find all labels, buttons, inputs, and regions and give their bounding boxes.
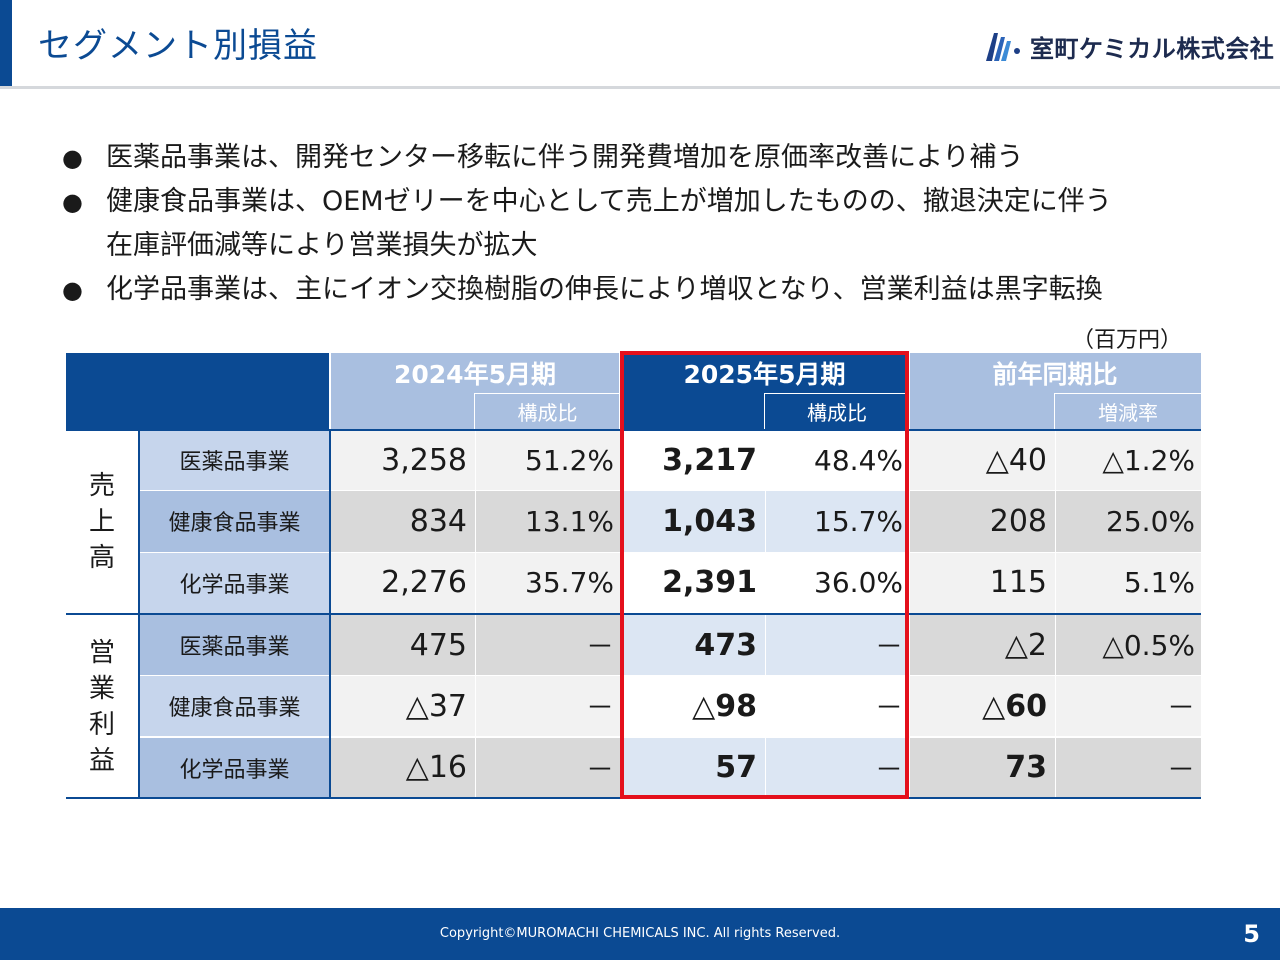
header-fy2025: 2025年5月期 (683, 360, 846, 389)
bullet-text: 健康食品事業は、OEMゼリーを中心として売上が増加したものの、撤退決定に伴う 在… (106, 186, 1112, 261)
group-col-divider (138, 430, 140, 799)
header-sub-vdivider (1054, 393, 1055, 429)
table-cell: － (766, 614, 909, 676)
table-cell: 15.7% (766, 491, 909, 552)
table-cell: △98 (621, 676, 765, 737)
row-divider (140, 490, 1201, 492)
row-label: 化学品事業 (140, 737, 329, 798)
table-cell: － (766, 676, 909, 737)
row-label: 健康食品事業 (140, 491, 329, 552)
table-cell: 35.7% (476, 552, 620, 613)
table-cell: 208 (910, 491, 1055, 552)
bullet-dot: ● (62, 188, 83, 216)
group-char: 上 (88, 507, 115, 537)
bullet-list: ● 医薬品事業は、開発センター移転に伴う開発費増加を原価率改善により補う ● 健… (62, 136, 1242, 312)
table-cell: 1,043 (621, 491, 765, 552)
group-char: 高 (88, 543, 115, 573)
company-name: 室町ケミカル株式会社 (1030, 34, 1275, 63)
table-cell: 473 (621, 614, 765, 676)
header-sub-vdivider (764, 393, 765, 429)
copyright-text: Copyright©MUROMACHI CHEMICALS INC. All r… (439, 926, 841, 941)
row-label: 医薬品事業 (140, 614, 329, 676)
table-cell: － (476, 614, 620, 676)
table-cell: 13.1% (476, 491, 620, 552)
table-cell: 834 (331, 491, 475, 552)
header-col-divider (329, 353, 331, 429)
bullet-item: ● 化学品事業は、主にイオン交換樹脂の伸長により増収となり、営業利益は黒字転換 (62, 268, 1242, 312)
table-cell: △40 (910, 430, 1055, 491)
page-number: 5 (1243, 920, 1260, 948)
table-cell: － (476, 676, 620, 737)
table-cell: △2 (910, 614, 1055, 676)
table-cell: 2,391 (621, 552, 765, 613)
row-divider (140, 675, 1201, 677)
table-cell: － (766, 737, 909, 798)
table-cell: 51.2% (476, 430, 620, 491)
header-sub-vdivider (474, 393, 475, 429)
row-divider (140, 551, 1201, 553)
table-cell: 5.1% (1056, 552, 1201, 613)
group-char: 益 (88, 746, 115, 776)
bullet-item: ● 医薬品事業は、開発センター移転に伴う開発費増加を原価率改善により補う (62, 136, 1242, 180)
header-sub-divider (1055, 393, 1201, 394)
group-divider (66, 613, 1201, 615)
segment-table: 2024年5月期 2025年5月期 前年同期比 構成比 構成比 増減率 医薬品事… (66, 353, 1201, 799)
table-cell: 25.0% (1056, 491, 1201, 552)
company-logo: 室町ケミカル株式会社 (984, 26, 1274, 66)
table-cell: 3,258 (331, 430, 475, 491)
table-cell: － (1056, 676, 1201, 737)
bullet-item: ● 健康食品事業は、OEMゼリーを中心として売上が増加したものの、撤退決定に伴う… (62, 180, 1242, 268)
row-label: 医薬品事業 (140, 430, 329, 491)
header-fy2025-ratio: 構成比 (807, 400, 867, 425)
row-label: 健康食品事業 (140, 676, 329, 737)
label-col-divider (329, 430, 331, 799)
table-cell: 36.0% (766, 552, 909, 613)
header-fy2024-bg (330, 353, 620, 429)
bullet-text: 化学品事業は、主にイオン交換樹脂の伸長により増収となり、営業利益は黒字転換 (106, 274, 1103, 305)
header-corner (66, 353, 330, 429)
group-char: 売 (88, 471, 115, 501)
table-cell: △60 (910, 676, 1055, 737)
header-fy2024: 2024年5月期 (394, 360, 556, 389)
header-sub-divider (475, 393, 620, 394)
table-cell: △1.2% (1056, 430, 1201, 491)
table-top-rule (66, 429, 1201, 431)
group-char: 業 (88, 674, 115, 704)
header-divider (0, 86, 1280, 89)
header-yoy: 前年同期比 (992, 360, 1118, 389)
group-char: 利 (88, 710, 115, 740)
table-cell: 48.4% (766, 430, 909, 491)
group-label-sales: 売上高 (66, 430, 138, 614)
table-cell: － (476, 737, 620, 798)
table-cell: △16 (331, 737, 475, 798)
table-cell: 73 (910, 737, 1055, 798)
table-cell: 475 (331, 614, 475, 676)
bullet-dot: ● (62, 144, 83, 172)
fy2025-highlight-frame (620, 351, 909, 799)
header-col-divider (908, 353, 910, 429)
header-yoy-rate: 増減率 (1098, 400, 1158, 425)
slide-footer: Copyright©MUROMACHI CHEMICALS INC. All r… (0, 908, 1280, 960)
bullet-dot: ● (62, 276, 83, 304)
header-yoy-bg (909, 353, 1201, 429)
slide-header: セグメント別損益 室町ケミカル株式会社 (0, 0, 1280, 89)
header-sub-divider (765, 393, 909, 394)
table-cell: 57 (621, 737, 765, 798)
unit-label: （百万円） (1071, 328, 1182, 353)
group-label-operating-income: 営業利益 (66, 615, 138, 799)
table-cell: △37 (331, 676, 475, 737)
table-cell: 2,276 (331, 552, 475, 613)
header-accent-bar (0, 0, 12, 88)
company-logo-icon (986, 33, 1020, 61)
row-divider (140, 736, 1201, 738)
header-fy2024-ratio: 構成比 (517, 400, 578, 425)
table-cell: － (1056, 737, 1201, 798)
page-title: セグメント別損益 (38, 26, 318, 66)
table-cell: 115 (910, 552, 1055, 613)
group-char: 営 (88, 638, 115, 668)
row-label: 化学品事業 (140, 552, 329, 613)
table-cell: 3,217 (621, 430, 765, 491)
table-cell: △0.5% (1056, 614, 1201, 676)
bullet-text: 医薬品事業は、開発センター移転に伴う開発費増加を原価率改善により補う (106, 142, 1024, 173)
